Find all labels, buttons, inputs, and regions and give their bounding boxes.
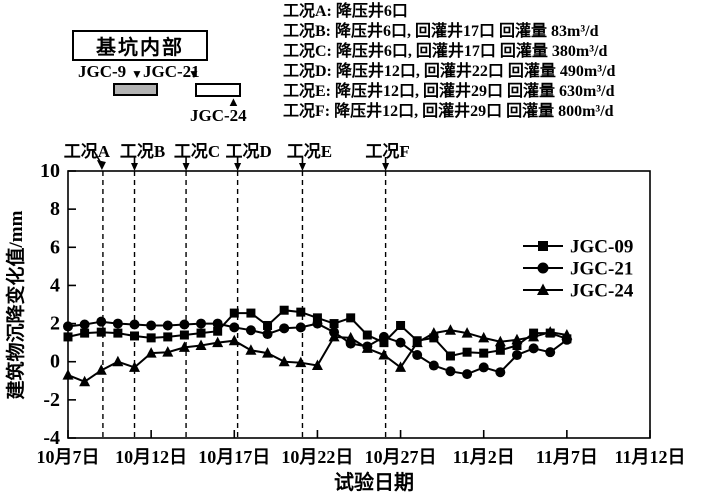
condition-line-e: 工况E: 降压井12口, 回灌井29口 回灌量 630m³/d — [283, 83, 615, 100]
jgc21-pointer-icon: ▼ — [188, 67, 200, 81]
jgc21-label: JGC-21 — [143, 62, 200, 81]
x-tick-label: 11月7日 — [536, 447, 598, 467]
x-tick-label: 10月12日 — [115, 447, 187, 467]
y-tick-label: 10 — [40, 160, 60, 182]
y-tick-label: 2 — [50, 313, 60, 335]
legend-label-jgc-09: JGC-09 — [570, 237, 633, 258]
x-tick-label: 11月2日 — [453, 447, 515, 467]
condition-line-b: 工况B: 降压井6口, 回灌井17口 回灌量 83m³/d — [283, 23, 599, 40]
x-tick-label: 11月12日 — [614, 447, 685, 467]
y-axis-title: 建筑物沉降变化值/mm — [4, 210, 27, 399]
y-tick-label: 4 — [50, 274, 60, 296]
series-jgc-24 — [62, 324, 573, 387]
legend-label-jgc-24: JGC-24 — [570, 281, 634, 302]
condition-label: 工况D — [225, 142, 271, 161]
y-tick-label: 8 — [50, 198, 60, 220]
condition-label: 工况A — [64, 142, 111, 161]
jgc9-label: JGC-9 — [78, 62, 127, 81]
jgc24-pointer-icon: ▲ — [227, 94, 240, 109]
jgc9-pointer-icon: ▼ — [131, 67, 143, 81]
y-tick-label: -2 — [43, 389, 60, 411]
x-tick-label: 10月17日 — [198, 447, 270, 467]
condition-line-d: 工况D: 降压井12口, 回灌井22口 回灌量 490m³/d — [283, 63, 616, 80]
condition-line-f: 工况F: 降压井12口, 回灌井29口 回灌量 800m³/d — [283, 103, 614, 120]
building-rect-white — [195, 83, 241, 97]
x-axis-title: 试验日期 — [334, 470, 414, 494]
condition-label: 工况E — [287, 142, 332, 161]
legend-label-jgc-21: JGC-21 — [570, 259, 633, 280]
condition-label: 工况C — [174, 142, 220, 161]
condition-label: 工况F — [365, 142, 409, 161]
plot-frame — [67, 170, 651, 439]
x-tick-label: 10月7日 — [37, 447, 100, 467]
building-rect-gray — [113, 83, 158, 96]
condition-line-a: 工况A: 降压井6口 — [283, 3, 408, 20]
x-axis: 10月7日 10月12日 10月17日 10月22日 10月27日 11月2日 11月7日 1… — [37, 430, 686, 494]
jgc24-label: JGC-24 — [190, 106, 247, 125]
condition-marks: 工况A 工况B 工况C 工况D 工况E 工况F — [64, 142, 410, 438]
x-tick-label: 10月27日 — [365, 447, 437, 467]
condition-label: 工况B — [120, 142, 165, 161]
y-tick-label: -4 — [43, 427, 60, 449]
conditions-legend: 工况A: 降压井6口 工况B: 降压井6口, 回灌井17口 回灌量 83m³/d… — [283, 2, 699, 122]
x-tick-label: 10月22日 — [281, 447, 353, 467]
series-jgc-09 — [63, 305, 572, 361]
y-tick-label: 0 — [50, 351, 60, 373]
pit-interior-label: 基坑内部 — [96, 37, 184, 59]
y-tick-label: 6 — [50, 236, 60, 258]
pit-interior-box: 基坑内部 — [72, 30, 208, 61]
condition-line-c: 工况C: 降压井6口, 回灌井17口 回灌量 380m³/d — [283, 43, 608, 60]
y-axis: 10 8 6 4 2 0 -2 -4 建筑物沉降变化值/mm — [4, 160, 76, 449]
